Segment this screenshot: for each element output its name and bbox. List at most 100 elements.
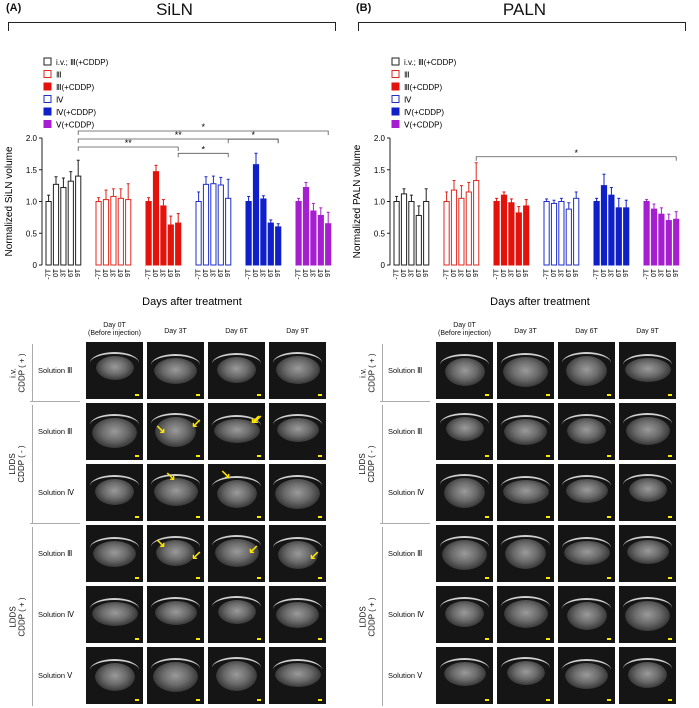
bar (245, 201, 252, 266)
scale-bar (257, 455, 261, 457)
scale-bar (257, 638, 261, 640)
significance-marker: ** (125, 138, 133, 148)
scale-bar (546, 699, 550, 701)
skin-line (212, 353, 261, 375)
ultrasound-image (558, 464, 615, 521)
skin-line (212, 535, 261, 557)
scale-bar (196, 516, 200, 518)
group-bar (382, 405, 383, 523)
skin-line (501, 596, 550, 618)
legend-label: i.v.; Ⅲ(+CDDP) (56, 58, 109, 67)
ultrasound-image (497, 342, 554, 399)
skin-line (273, 475, 322, 497)
legend-swatch (43, 70, 52, 78)
column-header: Day 0T (Before injection) (438, 322, 491, 337)
row-label: Solution Ⅳ (38, 488, 75, 497)
skin-line (90, 414, 139, 436)
legend-swatch (43, 57, 52, 66)
group-bar (32, 527, 33, 706)
legend-label: Ⅳ(+CDDP) (404, 108, 444, 117)
row-label: Solution Ⅲ (388, 549, 423, 558)
x-tick-label: -7T (146, 268, 153, 279)
scale-bar (257, 516, 261, 518)
ultrasound-image: ↙ ↙ (208, 403, 265, 460)
x-tick-label: 0T (651, 268, 658, 277)
bar (125, 199, 132, 266)
bar (167, 224, 174, 266)
x-tick-label: 9T (75, 268, 82, 277)
x-tick-label: 3T (310, 268, 317, 277)
ultrasound-image (86, 403, 143, 460)
skin-line (623, 536, 672, 558)
bar (102, 199, 110, 266)
ultrasound-image (269, 586, 326, 643)
x-tick-label: 6T (466, 268, 473, 277)
x-tick-label: 3T (210, 268, 217, 277)
x-tick-label: 3T (658, 268, 665, 277)
ultrasound-image (147, 342, 204, 399)
y-axis-label: Normalized PALN volume (352, 144, 363, 258)
bar (195, 201, 202, 266)
scale-bar (485, 394, 489, 396)
bar (60, 187, 67, 266)
ultrasound-image (208, 647, 265, 704)
bar (443, 201, 450, 266)
bar (543, 201, 550, 266)
legend-swatch (391, 120, 400, 128)
scale-bar (135, 577, 139, 579)
bar (608, 194, 615, 266)
legend-label: Ⅲ(+CDDP) (404, 83, 443, 92)
row-label: Solution Ⅳ (38, 610, 75, 619)
skin-line (90, 598, 139, 620)
bar (493, 201, 500, 266)
bar (515, 212, 522, 266)
x-tick-label: 6T (118, 268, 125, 277)
significance-bracket (77, 146, 179, 151)
bar (500, 194, 508, 266)
y-tick-label: 1.0 (26, 198, 38, 207)
x-tick-label: 0T (501, 268, 508, 277)
panel-label: (B) (356, 2, 372, 14)
skin-line (440, 474, 489, 496)
skin-line (273, 352, 322, 374)
x-tick-label: 3T (260, 268, 267, 277)
scale-bar (668, 638, 672, 640)
significance-marker: ** (175, 130, 183, 140)
x-tick-label: -7T (46, 268, 53, 279)
group-label: i.v. CDDP ( + ) (8, 352, 26, 393)
group-bar (382, 344, 383, 401)
ultrasound-image (86, 342, 143, 399)
panel-title: PALN (502, 0, 547, 19)
column-header: Day 9T (286, 328, 309, 335)
significance-marker: * (574, 148, 578, 158)
y-tick-label: 1.5 (374, 166, 386, 175)
bar (325, 223, 332, 266)
scale-bar (318, 699, 322, 701)
ultrasound-image (86, 464, 143, 521)
group-bar (32, 405, 33, 523)
x-tick-label: -7T (644, 268, 651, 279)
ultrasound-image (436, 464, 493, 521)
scale-bar (257, 699, 261, 701)
x-tick-label: -7T (594, 268, 601, 279)
ultrasound-image (619, 586, 676, 643)
legend-label: i.v.; Ⅲ(+CDDP) (404, 58, 457, 67)
x-tick-label: 3T (408, 268, 415, 277)
legend-label: Ⅲ(+CDDP) (56, 83, 95, 92)
skin-line (440, 536, 489, 558)
bar (415, 214, 422, 266)
ultrasound-image (436, 342, 493, 399)
ultrasound-image (619, 403, 676, 460)
scale-bar (135, 394, 139, 396)
panel-title: SiLN (156, 0, 193, 19)
column-header: Day 0T (Before injection) (88, 322, 141, 337)
y-tick-label: 0 (381, 261, 386, 270)
scale-bar (318, 455, 322, 457)
bar (615, 207, 622, 266)
scale-bar (668, 699, 672, 701)
legend-swatch (43, 120, 52, 128)
scale-bar (196, 638, 200, 640)
skin-line (90, 537, 139, 559)
bar (217, 184, 224, 266)
x-tick-label: 6T (218, 268, 225, 277)
